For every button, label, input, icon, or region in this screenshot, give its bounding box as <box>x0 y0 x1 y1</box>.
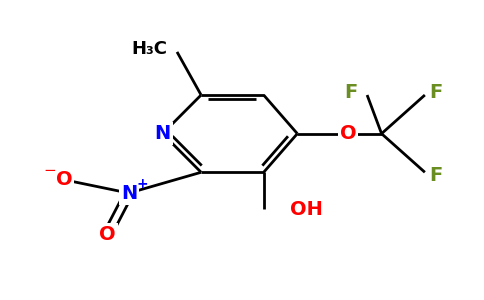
Text: H₃C: H₃C <box>132 40 167 58</box>
Text: O: O <box>56 170 72 189</box>
Text: F: F <box>430 166 443 185</box>
Text: OH: OH <box>290 200 323 219</box>
Text: N: N <box>121 184 137 202</box>
Text: F: F <box>430 82 443 101</box>
Text: O: O <box>99 225 116 244</box>
Text: −: − <box>43 163 56 178</box>
Text: N: N <box>154 124 171 143</box>
Text: +: + <box>136 177 148 191</box>
Text: F: F <box>344 82 358 101</box>
Text: O: O <box>340 124 356 143</box>
